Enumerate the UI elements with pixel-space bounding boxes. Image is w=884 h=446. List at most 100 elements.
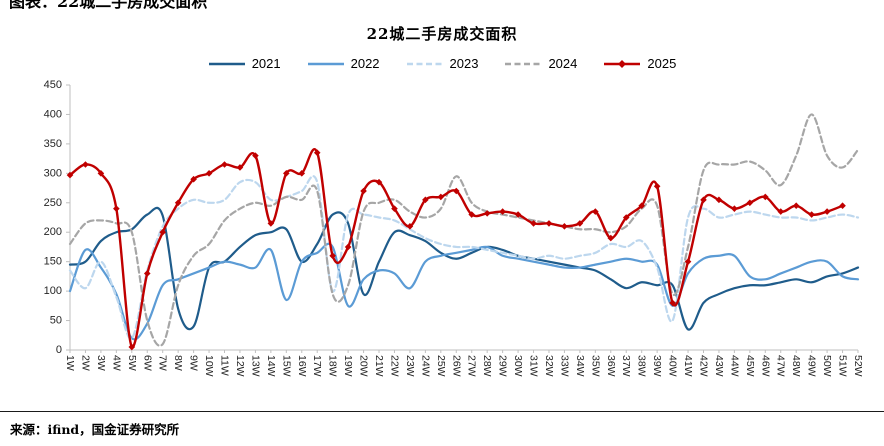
data-point-marker-2025: [391, 205, 398, 212]
data-point-marker-2025: [514, 211, 522, 218]
data-point-marker-2025: [313, 149, 321, 157]
x-tick-label: 5W: [126, 355, 138, 371]
data-point-marker-2025: [360, 187, 367, 195]
x-tick-label: 6W: [141, 355, 153, 371]
data-point-marker-2025: [468, 211, 476, 218]
legend-line-sample-2024: [505, 62, 542, 65]
x-tick-label: 19W: [342, 355, 354, 377]
x-tick-label: 20W: [358, 355, 370, 377]
data-point-marker-2025: [607, 234, 615, 242]
x-tick-label: 12W: [234, 355, 246, 377]
data-point-marker-2025: [174, 199, 182, 207]
data-point-marker-2025: [761, 193, 769, 201]
legend-label: 2021: [251, 56, 281, 71]
x-tick-label: 7W: [157, 355, 169, 371]
y-tick-label: 0: [56, 344, 62, 356]
data-point-marker-2025: [406, 223, 414, 230]
x-tick-label: 25W: [435, 355, 447, 377]
legend-item-2021: 2021: [208, 56, 281, 71]
x-tick-label: 38W: [636, 355, 648, 377]
data-point-marker-2025: [66, 171, 74, 179]
legend-item-2025: 2025: [603, 56, 676, 71]
x-tick-label: 49W: [806, 355, 818, 377]
data-point-marker-2025: [823, 208, 831, 215]
data-point-marker-2025: [808, 211, 815, 218]
y-tick-label: 350: [44, 138, 62, 150]
x-tick-label: 4W: [110, 355, 122, 371]
data-point-marker-2025: [592, 208, 599, 215]
x-tick-label: 1W: [64, 355, 76, 371]
source-note: 来源：ifind，国金证券研究所: [10, 422, 180, 437]
y-tick-label: 100: [44, 285, 62, 297]
x-tick-label: 43W: [713, 355, 725, 377]
x-tick-label: 15W: [280, 355, 292, 377]
legend-line-sample-2025: [604, 59, 641, 68]
series-line-2023: [68, 175, 860, 340]
data-point-marker-2025: [839, 202, 846, 210]
x-tick-label: 27W: [466, 355, 478, 377]
x-tick-label: 48W: [790, 355, 802, 377]
data-point-marker-2025: [143, 270, 151, 277]
x-tick-label: 22W: [388, 355, 400, 377]
x-tick-label: 50W: [821, 355, 833, 377]
data-point-marker-2025: [777, 208, 785, 215]
data-point-marker-2025: [731, 205, 738, 212]
x-tick-label: 13W: [249, 355, 261, 377]
x-tick-label: 34W: [574, 355, 586, 377]
data-point-marker-2025: [684, 258, 692, 265]
y-tick-label: 300: [44, 167, 62, 179]
chart-title: 22城二手房成交面积: [366, 25, 518, 43]
x-tick-label: 44W: [728, 355, 740, 377]
data-point-marker-2025: [622, 214, 630, 221]
data-point-marker-2025: [205, 170, 213, 177]
data-point-marker-2025: [344, 243, 352, 251]
x-tick-label: 16W: [296, 355, 308, 377]
legend-label: 2022: [350, 56, 380, 71]
data-point-marker-2025: [483, 210, 491, 217]
legend-line-sample-2022: [307, 62, 344, 65]
series-line-2021: [68, 206, 860, 331]
data-point-marker-2025: [638, 202, 645, 210]
x-tick-label: 32W: [543, 355, 555, 377]
legend-label: 2023: [449, 56, 479, 71]
x-tick-label: 26W: [450, 355, 462, 377]
data-point-marker-2025: [792, 202, 800, 210]
legend-item-2023: 2023: [406, 56, 479, 71]
x-tick-label: 23W: [404, 355, 416, 377]
x-tick-label: 37W: [620, 355, 632, 377]
x-tick-label: 21W: [373, 355, 385, 377]
y-tick-label: 50: [50, 315, 62, 327]
x-tick-label: 31W: [528, 355, 540, 377]
data-point-marker-2025: [545, 220, 553, 227]
footer-divider: [0, 411, 884, 412]
data-point-marker-2025: [437, 193, 445, 201]
series-line-2025: [68, 148, 844, 349]
legend-label: 2025: [647, 56, 677, 71]
x-tick-label: 17W: [311, 355, 323, 377]
x-tick-label: 42W: [697, 355, 709, 377]
x-tick-label: 52W: [852, 355, 864, 377]
x-tick-label: 39W: [651, 355, 663, 377]
data-point-marker-2025: [669, 299, 676, 307]
y-tick-label: 150: [44, 256, 62, 268]
data-point-marker-2025: [221, 161, 228, 168]
x-tick-label: 45W: [744, 355, 756, 377]
data-point-marker-2025: [128, 343, 136, 351]
data-point-marker-2025: [530, 220, 537, 227]
x-tick-label: 35W: [589, 355, 601, 377]
x-tick-label: 14W: [265, 355, 277, 377]
data-point-marker-2025: [653, 182, 661, 190]
legend-item-2022: 2022: [307, 56, 380, 71]
x-tick-label: 36W: [605, 355, 617, 377]
x-tick-label: 33W: [558, 355, 570, 377]
x-tick-label: 18W: [327, 355, 339, 377]
x-tick-label: 47W: [775, 355, 787, 377]
y-tick-label: 450: [44, 79, 62, 91]
chart-area: 0 50 100 150 200 250 300 350 400 450 1W 2W 3W 4W 5W 6W 7…: [0, 75, 884, 395]
data-point-marker-2025: [82, 161, 89, 168]
chart-legend: 2021 2022 2023 2024 2025: [0, 56, 884, 71]
data-point-marker-2025: [452, 187, 460, 195]
data-point-marker-2025: [561, 223, 568, 230]
legend-line-sample-2023: [406, 62, 443, 65]
